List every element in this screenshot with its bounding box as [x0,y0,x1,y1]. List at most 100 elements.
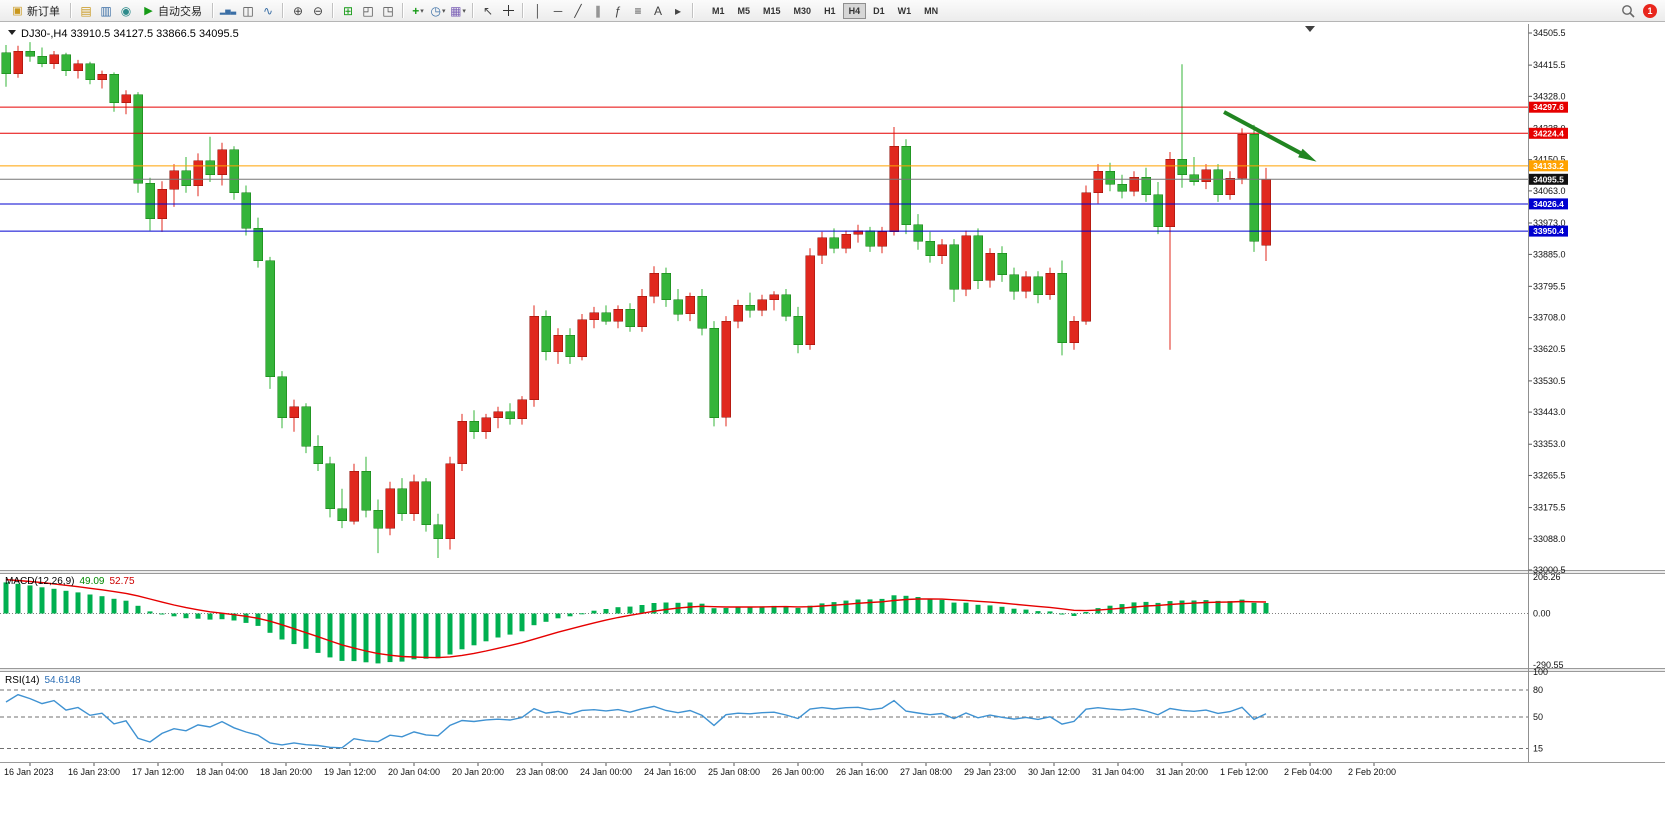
price-lines[interactable] [0,26,1528,232]
fibonacci-icon[interactable]: ƒ [614,3,622,18]
candle-body [1177,158,1187,176]
line-chart-icon[interactable]: ∿ [262,3,274,18]
macd-signal-value: 52.75 [110,576,135,587]
candle-body [301,406,311,447]
zoom-out-icon[interactable]: ⊖ [312,3,324,18]
candle-body [709,328,719,418]
arrange-windows-icon[interactable]: ◰ [362,3,374,18]
separator [70,3,72,18]
candle-body [829,237,839,249]
price-axis[interactable]: 34505.534415.534328.034238.034150.534063… [1528,24,1569,762]
profiles-icon[interactable]: ▤ [80,3,92,18]
trendline-icon[interactable]: ╱ [574,3,582,18]
trend-arrow-head [1298,148,1317,162]
timeframe-M1[interactable]: M1 [712,5,725,16]
timeframe-H1[interactable]: H1 [824,5,836,16]
macd-main-value: 49.09 [79,576,104,587]
shift-marker-icon[interactable] [1305,26,1315,32]
timeframe-D1[interactable]: D1 [873,5,885,16]
candle-body [1021,276,1031,292]
candle-body [925,240,935,256]
crosshair-icon[interactable] [498,2,518,20]
timeframe-M30[interactable]: M30 [793,5,812,16]
search-icon[interactable] [1621,4,1635,18]
autotrading-button[interactable]: ▶ 自动交易 [136,1,208,21]
indicators-button[interactable]: + ▾ [408,2,428,20]
candle-body [85,63,95,80]
cursor-icon[interactable]: ↖ [482,3,494,18]
macd-axis-label: -290.55 [1533,660,1564,670]
candle-body [457,420,467,465]
candle-body [685,295,695,315]
price-tag-label: 34297.6 [1533,102,1564,112]
candle-body [1105,171,1115,185]
market-watch-icon[interactable]: ▥ [100,3,112,18]
autotrading-play-icon: ▶ [144,4,153,17]
macd-axis-label: 0.00 [1533,609,1551,619]
price-axis-label: 33175.5 [1533,503,1566,513]
time-axis-label: 27 Jan 08:00 [900,767,952,777]
candles [1,42,1271,558]
candlestick-chart-icon[interactable]: ◫ [242,3,254,18]
candle-body [517,399,527,420]
rsi-label: RSI(14) 54.6148 [5,675,81,686]
time-axis-label: 23 Jan 08:00 [516,767,568,777]
candle-body [769,294,779,300]
time-axis-label: 24 Jan 16:00 [644,767,696,777]
timeframe-H4[interactable]: H4 [842,2,867,19]
price-tag-label: 33950.4 [1533,226,1564,236]
horizontal-line-icon[interactable]: ─ [553,3,563,18]
candle-body [217,149,227,176]
candle-body [553,335,563,353]
arrow-tool-icon[interactable]: ▸ [674,3,682,18]
candle-body [265,260,275,378]
new-order-button[interactable]: ▣ 新订单 [5,1,66,21]
timeframe-M15[interactable]: M15 [763,5,781,16]
time-axis-label: 18 Jan 04:00 [196,767,248,777]
shapes-icon[interactable]: ≡ [634,3,642,18]
rsi-axis-label: 100 [1533,667,1548,677]
bar-chart-icon[interactable]: ▂▅▃ [219,7,237,15]
chevron-down-icon: ▾ [462,7,466,15]
vertical-line-icon[interactable]: │ [534,3,542,18]
timeframe-MN[interactable]: MN [924,5,939,16]
price-axis-label: 33885.0 [1533,249,1566,259]
candle-body [649,273,659,297]
time-axis: 16 Jan 2023 16 Jan 23:00 17 Jan 12:00 18 Ja… [4,763,1396,777]
candle-body [97,73,107,80]
timeframe-M5[interactable]: M5 [737,5,751,16]
panel-splitter[interactable] [0,668,1665,672]
text-icon[interactable]: A [653,3,662,18]
price-axis-label: 33795.5 [1533,281,1566,291]
periods-button[interactable]: ◷ ▾ [428,2,448,20]
candle-body [877,231,887,247]
navigator-icon[interactable]: ◉ [120,3,132,18]
candle-body [961,235,971,290]
candle-body [49,54,59,64]
timeframe-W1[interactable]: W1 [897,5,912,16]
candle-body [661,273,671,300]
candle-body [1081,192,1091,322]
notification-badge[interactable]: 1 [1643,3,1657,18]
candle-body [1009,274,1019,292]
candle-body [1141,176,1151,196]
indicator-panels [0,570,1665,763]
chevron-down-icon: ▾ [420,7,424,15]
price-tag-label: 34224.4 [1533,128,1564,138]
templates-button[interactable]: ▦ ▾ [448,2,468,20]
cascade-windows-icon[interactable]: ◳ [382,3,394,18]
candle-body [313,445,323,465]
panel-splitter[interactable] [0,570,1665,574]
macd-histogram [3,582,1269,664]
chart-canvas[interactable]: 34505.534415.534328.034238.034150.534063… [0,22,1665,834]
tile-windows-icon[interactable]: ⊞ [342,3,354,18]
zoom-in-icon[interactable]: ⊕ [292,3,304,18]
channel-icon[interactable]: ∥ [595,3,601,18]
candle-body [349,470,359,522]
oneclick-toggle-icon[interactable] [8,30,16,35]
candle-body [1189,174,1199,183]
candle-body [1225,178,1235,196]
price-axis-label: 34150.5 [1533,155,1566,165]
macd-signal-line [5,579,1267,659]
trend-arrow-annotation[interactable] [1223,110,1307,158]
